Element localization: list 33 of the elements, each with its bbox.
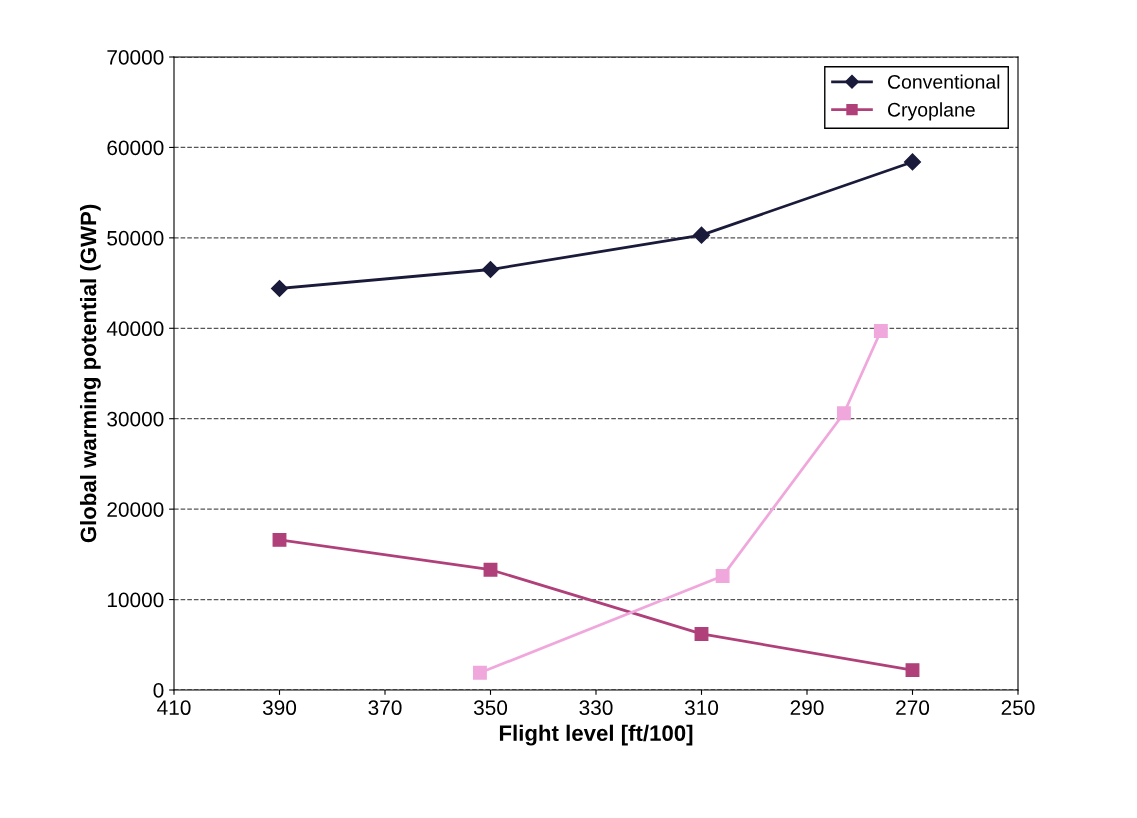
x-tick-label: 270 bbox=[896, 700, 930, 716]
point bbox=[903, 153, 922, 171]
x-axis-title: Flight level [ft/100] bbox=[499, 724, 693, 746]
y-tick-label: 20000 bbox=[107, 502, 164, 517]
x-tick-label: 410 bbox=[157, 700, 191, 716]
x-tick-label: 250 bbox=[1001, 700, 1035, 716]
y-axis-title: Global warming potential (GWP) bbox=[79, 204, 101, 543]
x-tick-label: 370 bbox=[368, 700, 402, 716]
y-tick-label: 60000 bbox=[107, 140, 164, 156]
point bbox=[270, 279, 289, 298]
x-tick-label: 290 bbox=[790, 700, 824, 716]
y-tick-label: 10000 bbox=[107, 592, 164, 608]
x-tick-label: 330 bbox=[579, 700, 613, 716]
y-tick-label: 50000 bbox=[107, 230, 164, 246]
point bbox=[483, 562, 498, 577]
point bbox=[272, 532, 287, 547]
point bbox=[905, 663, 920, 678]
legend-label: Conventional bbox=[887, 74, 1000, 89]
x-tick-label: 390 bbox=[262, 700, 297, 716]
point bbox=[715, 569, 730, 584]
x-tick-label: 310 bbox=[684, 700, 719, 716]
point bbox=[873, 324, 888, 338]
y-tick-label: 70000 bbox=[107, 50, 164, 65]
point bbox=[836, 406, 851, 421]
x-tick-label: 350 bbox=[473, 700, 508, 716]
point bbox=[694, 626, 709, 641]
y-tick-label: 0 bbox=[153, 683, 164, 698]
legend-label: Cryoplane bbox=[887, 102, 975, 121]
point bbox=[473, 665, 487, 680]
y-tick-label: 40000 bbox=[106, 321, 164, 337]
point bbox=[692, 226, 711, 244]
point bbox=[481, 260, 500, 279]
y-tick-label: 30000 bbox=[107, 411, 164, 427]
